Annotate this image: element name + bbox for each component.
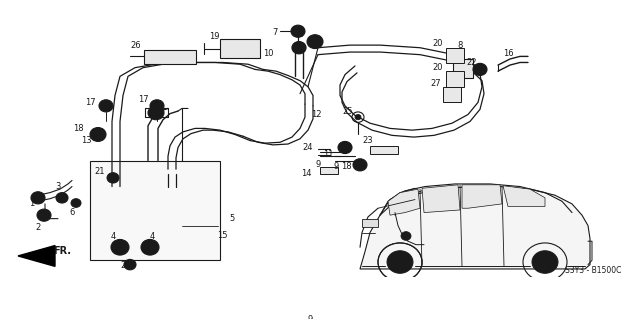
Text: 27: 27 <box>431 79 442 88</box>
Text: 6: 6 <box>69 208 75 217</box>
Text: 19: 19 <box>209 32 220 41</box>
Circle shape <box>94 131 102 138</box>
Bar <box>446 48 464 63</box>
Circle shape <box>387 251 413 273</box>
Circle shape <box>295 42 303 48</box>
Text: 13: 13 <box>81 136 92 145</box>
Bar <box>446 71 464 87</box>
Text: 4: 4 <box>110 232 116 241</box>
Text: 18: 18 <box>73 124 83 133</box>
Text: 21: 21 <box>95 167 105 176</box>
Text: 20: 20 <box>433 39 444 48</box>
Text: 12: 12 <box>311 110 321 119</box>
Circle shape <box>99 100 113 112</box>
Text: 9: 9 <box>333 162 339 171</box>
Text: FR.: FR. <box>53 246 71 256</box>
Bar <box>453 59 473 78</box>
Polygon shape <box>360 187 590 269</box>
Text: 8: 8 <box>458 41 463 50</box>
Polygon shape <box>18 246 55 266</box>
Text: 14: 14 <box>301 169 311 178</box>
Circle shape <box>152 109 160 116</box>
Circle shape <box>40 212 48 219</box>
Polygon shape <box>503 186 545 206</box>
Circle shape <box>532 251 558 273</box>
Circle shape <box>141 240 159 255</box>
Circle shape <box>356 161 364 168</box>
Text: 22: 22 <box>467 58 477 67</box>
Circle shape <box>291 25 305 37</box>
Text: 20: 20 <box>433 63 444 72</box>
Circle shape <box>127 262 133 267</box>
Bar <box>90 160 220 260</box>
Circle shape <box>473 63 487 76</box>
Bar <box>362 219 378 227</box>
Text: 23: 23 <box>363 136 373 145</box>
Circle shape <box>393 256 407 268</box>
Circle shape <box>353 159 367 171</box>
Circle shape <box>110 175 116 181</box>
Text: 17: 17 <box>138 95 148 104</box>
Polygon shape <box>462 185 502 208</box>
Circle shape <box>538 256 552 268</box>
Text: 15: 15 <box>217 232 227 241</box>
Text: 1: 1 <box>29 199 35 208</box>
Text: 11: 11 <box>323 150 333 159</box>
Circle shape <box>145 243 155 252</box>
Polygon shape <box>422 185 460 212</box>
Text: 25: 25 <box>343 107 353 115</box>
Text: 5: 5 <box>229 214 235 223</box>
Circle shape <box>59 195 65 200</box>
Bar <box>220 39 260 58</box>
Text: 9: 9 <box>307 315 312 319</box>
Circle shape <box>341 144 349 151</box>
Circle shape <box>90 128 106 141</box>
Bar <box>320 167 338 174</box>
Text: 17: 17 <box>84 98 95 107</box>
Text: 9: 9 <box>316 160 321 169</box>
Bar <box>370 146 398 154</box>
Text: 18: 18 <box>292 30 303 39</box>
Text: 4: 4 <box>149 232 155 241</box>
Text: 26: 26 <box>131 41 141 50</box>
Text: 16: 16 <box>502 49 513 58</box>
Circle shape <box>307 35 323 48</box>
Circle shape <box>102 102 110 109</box>
Polygon shape <box>388 189 420 215</box>
Circle shape <box>311 38 319 45</box>
Circle shape <box>71 199 81 207</box>
Text: S3Y3 - B1500C: S3Y3 - B1500C <box>565 266 621 275</box>
Text: 24: 24 <box>303 143 313 152</box>
Circle shape <box>153 102 161 109</box>
Circle shape <box>124 259 136 270</box>
Bar <box>144 50 196 64</box>
Circle shape <box>150 100 164 112</box>
Circle shape <box>148 106 164 120</box>
Circle shape <box>338 141 352 153</box>
Circle shape <box>401 232 411 240</box>
Text: 7: 7 <box>272 28 278 37</box>
Circle shape <box>31 192 45 204</box>
Text: 21: 21 <box>121 261 131 270</box>
Circle shape <box>292 42 306 54</box>
Circle shape <box>355 115 361 120</box>
Circle shape <box>115 243 125 252</box>
Circle shape <box>476 66 484 73</box>
Circle shape <box>111 240 129 255</box>
Circle shape <box>37 209 51 221</box>
Circle shape <box>56 193 68 203</box>
Text: 10: 10 <box>263 49 273 58</box>
Text: 2: 2 <box>35 223 40 232</box>
Text: 3: 3 <box>55 182 61 191</box>
Bar <box>443 87 461 102</box>
Circle shape <box>107 173 119 183</box>
Text: 18: 18 <box>340 162 351 171</box>
Circle shape <box>73 200 79 206</box>
